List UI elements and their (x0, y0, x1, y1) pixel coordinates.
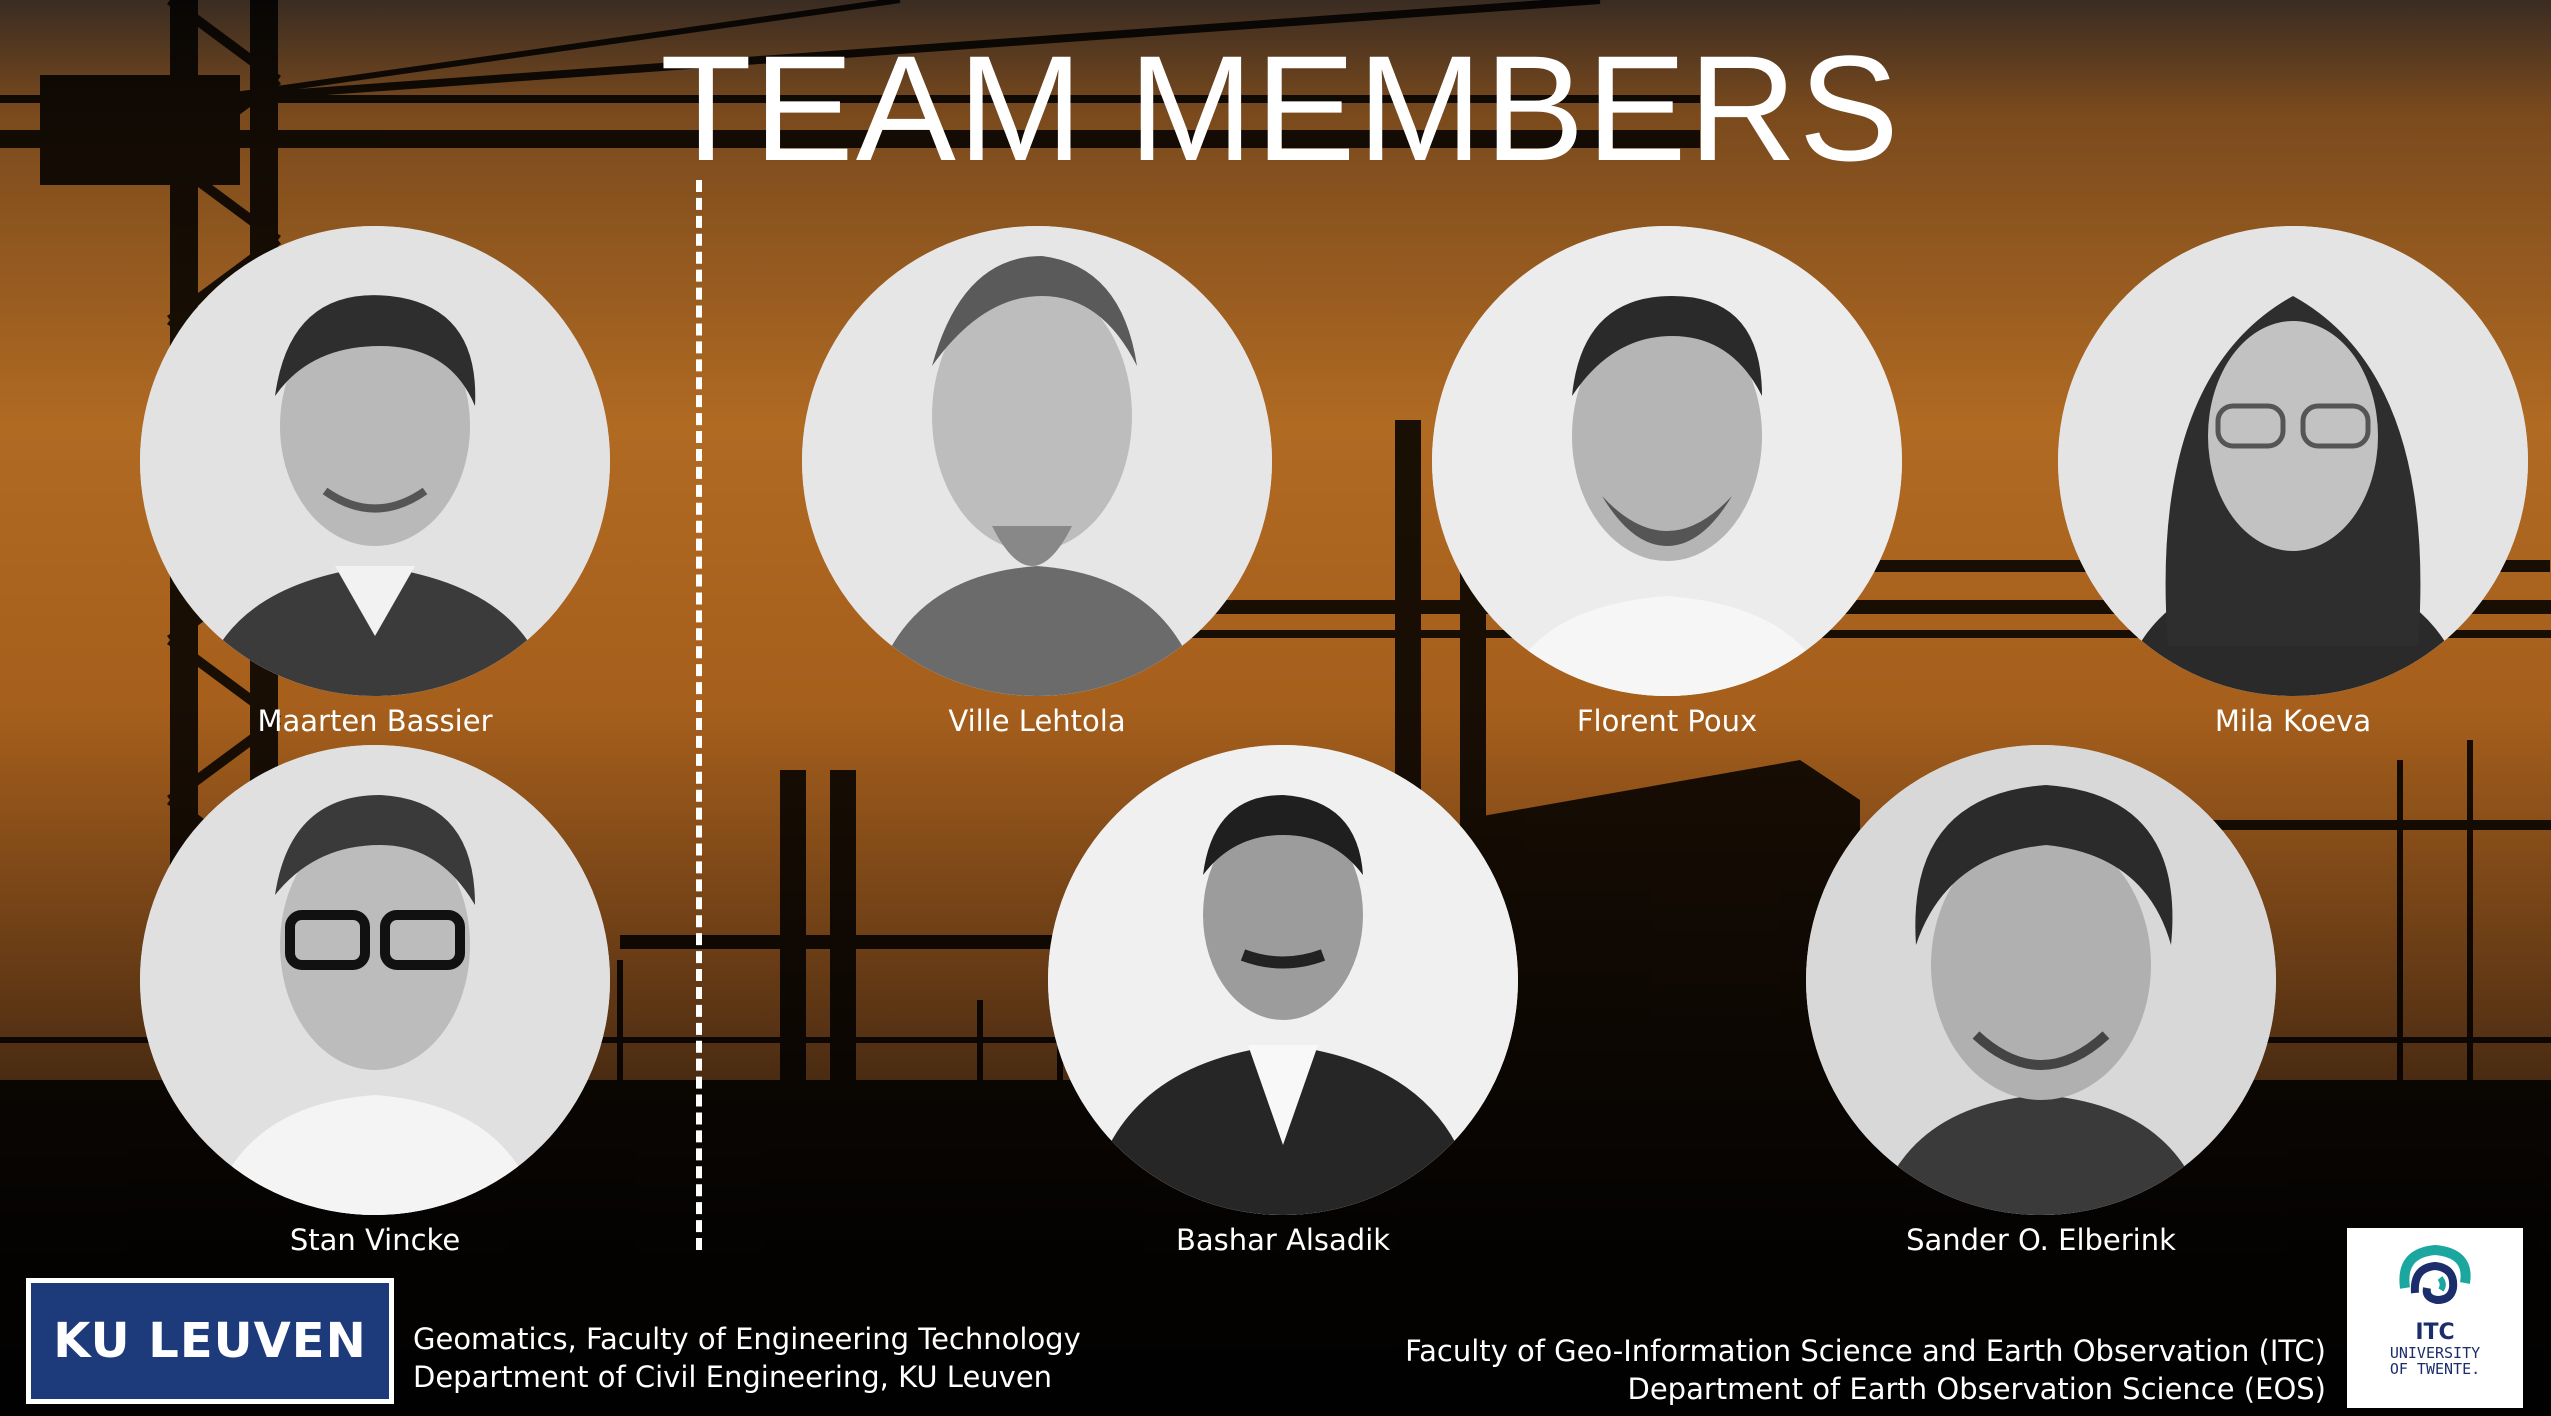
member-name: Stan Vincke (289, 1223, 461, 1257)
person-portrait-icon (802, 226, 1272, 696)
member-photo (1806, 745, 2276, 1215)
affiliation-right-line: Department of Earth Observation Science … (1627, 1372, 2327, 1406)
itc-logo-subtext: OF TWENTE. (2389, 1360, 2481, 1378)
member-photo (802, 226, 1272, 696)
affiliation-left: Geomatics, Faculty of Engineering Techno… (413, 1320, 1081, 1396)
member-name: Maarten Bassier (257, 704, 493, 738)
person-portrait-icon (1048, 745, 1518, 1215)
affiliation-left-line: Geomatics, Faculty of Engineering Techno… (413, 1322, 1081, 1356)
member-name: Mila Koeva (2214, 704, 2372, 738)
member-card: Sander O. Elberink (1806, 745, 2276, 1257)
affiliation-right: Faculty of Geo-Information Science and E… (1405, 1332, 2326, 1408)
slide-title: TEAM MEMBERS (660, 24, 1901, 192)
ku-leuven-logo: KU LEUVEN (26, 1278, 394, 1404)
member-card: Florent Poux (1432, 226, 1902, 738)
member-card: Bashar Alsadik (1048, 745, 1518, 1257)
member-card: Ville Lehtola (802, 226, 1272, 738)
affiliation-right-line: Faculty of Geo-Information Science and E… (1405, 1334, 2326, 1368)
member-card: Maarten Bassier (140, 226, 610, 738)
person-portrait-icon (2058, 226, 2528, 696)
itc-university-of-twente-logo: ITC UNIVERSITY OF TWENTE. (2347, 1228, 2523, 1408)
affiliation-left-line: Department of Civil Engineering, KU Leuv… (413, 1360, 1053, 1394)
person-portrait-icon (140, 745, 610, 1215)
person-portrait-icon (1806, 745, 2276, 1215)
member-photo (140, 745, 610, 1215)
member-photo (140, 226, 610, 696)
member-card: Stan Vincke (140, 745, 610, 1257)
member-card: Mila Koeva (2058, 226, 2528, 738)
person-portrait-icon (140, 226, 610, 696)
member-name: Florent Poux (1576, 704, 1758, 738)
member-name: Bashar Alsadik (1175, 1223, 1391, 1257)
member-photo (2058, 226, 2528, 696)
itc-logo-subtext: UNIVERSITY (2389, 1344, 2481, 1362)
person-portrait-icon (1432, 226, 1902, 696)
member-photo (1048, 745, 1518, 1215)
member-name: Sander O. Elberink (1906, 1223, 2176, 1257)
itc-logo-text: ITC (2415, 1320, 2455, 1345)
dashed-divider (696, 180, 702, 1250)
itc-swirl-icon (2399, 1244, 2471, 1305)
ku-leuven-logo-text: KU LEUVEN (53, 1313, 367, 1369)
member-photo (1432, 226, 1902, 696)
member-name: Ville Lehtola (948, 704, 1126, 738)
